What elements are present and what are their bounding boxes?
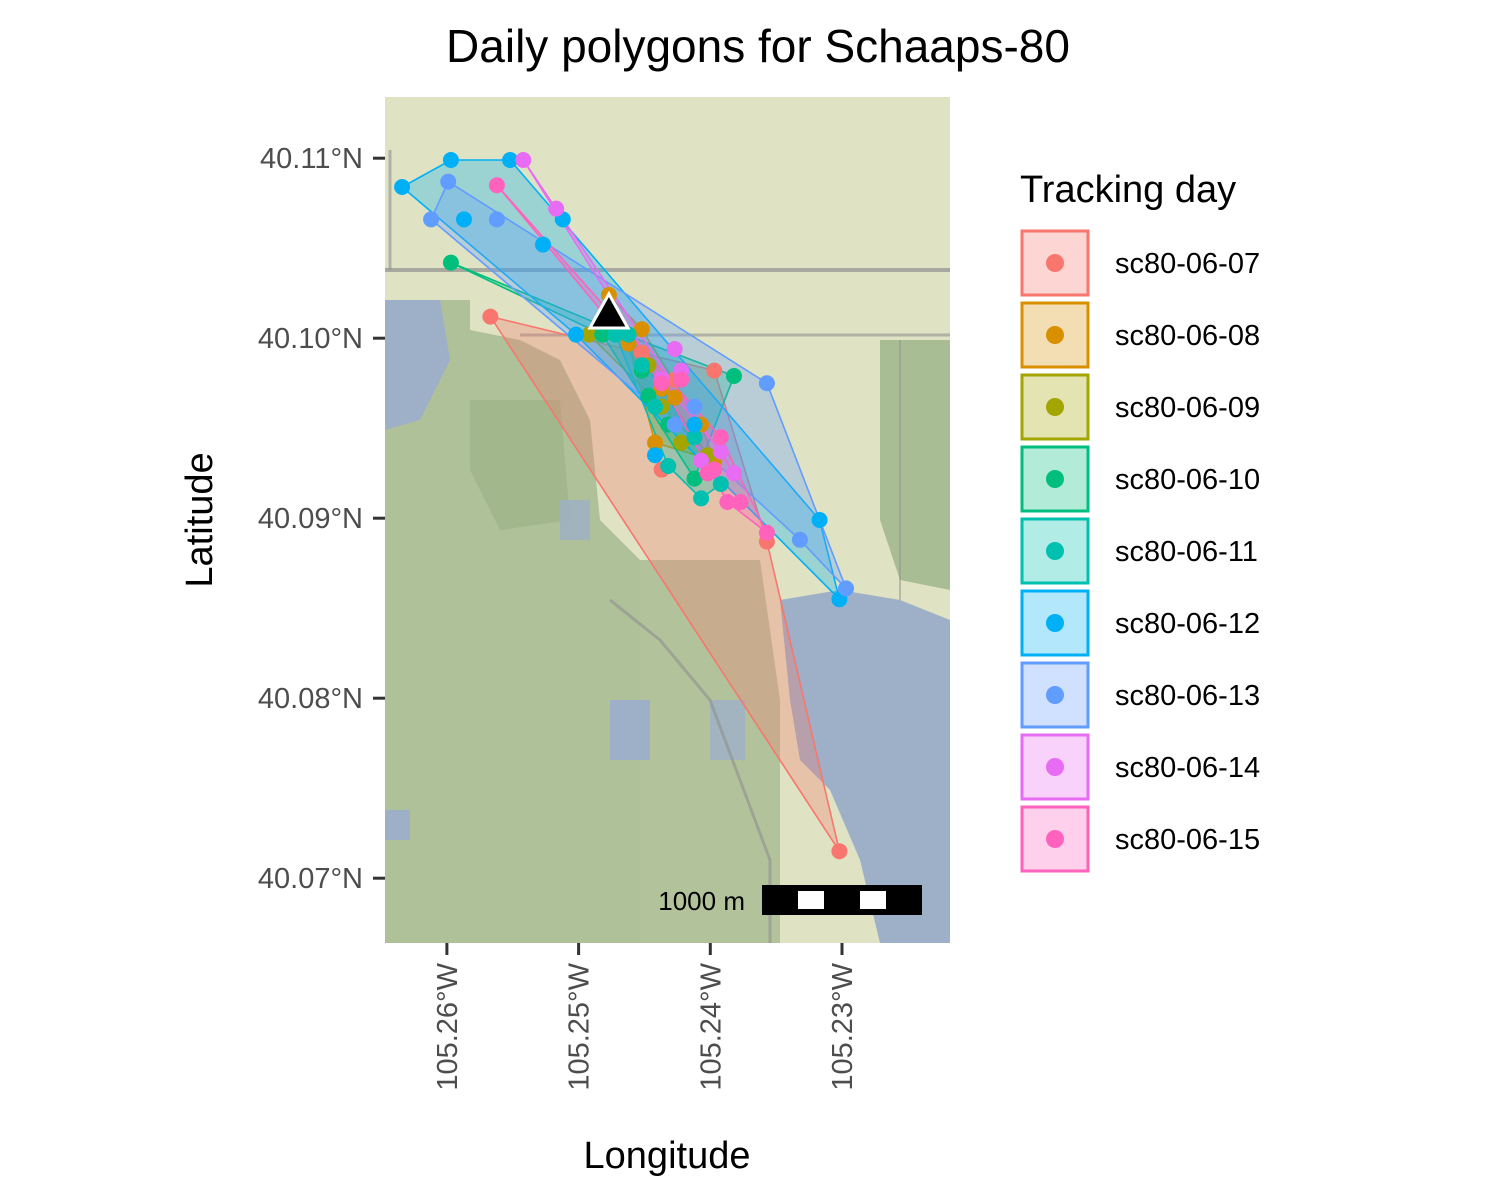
point-sc80-06-07: [706, 362, 723, 379]
point-sc80-06-14: [712, 443, 729, 460]
legend-point-sc80-06-07: [1046, 254, 1064, 272]
legend: Tracking day sc80-06-07 sc80-06-08 sc80-06…: [1020, 169, 1260, 873]
point-sc80-06-10: [442, 254, 459, 271]
point-sc80-06-11: [647, 398, 663, 415]
point-sc80-06-08: [647, 434, 663, 451]
point-sc80-06-15: [673, 371, 690, 388]
legend-point-sc80-06-12: [1046, 614, 1064, 632]
point-sc80-06-14: [726, 465, 742, 482]
point-sc80-06-15: [712, 429, 729, 446]
point-sc80-06-13: [488, 211, 505, 228]
point-sc80-06-12: [442, 152, 459, 168]
point-sc80-06-08: [666, 389, 683, 406]
x-tick-label: 105.25°W: [564, 962, 596, 1090]
legend-key-sc80-06-12: [1020, 589, 1090, 657]
point-sc80-06-14: [515, 152, 532, 168]
point-sc80-06-07: [831, 843, 848, 860]
tracking-points: [394, 152, 854, 860]
point-sc80-06-10: [686, 470, 703, 487]
point-sc80-06-12: [535, 236, 551, 253]
y-tick-label: 40.08°N: [258, 683, 363, 715]
point-sc80-06-15: [488, 177, 505, 194]
point-sc80-06-13: [440, 173, 457, 190]
point-sc80-06-12: [394, 179, 411, 195]
legend-label-sc80-06-11: sc80-06-11: [1115, 536, 1258, 568]
point-sc80-06-12: [811, 512, 828, 528]
point-sc80-06-15: [732, 494, 749, 510]
point-sc80-06-15: [653, 375, 670, 392]
legend-point-sc80-06-09: [1046, 398, 1064, 416]
point-sc80-06-11: [712, 476, 729, 492]
point-sc80-06-14: [693, 452, 710, 469]
x-axis-title: Longitude: [584, 1135, 751, 1177]
legend-label-sc80-06-14: sc80-06-14: [1115, 752, 1260, 784]
scale-bar: 1000 m: [658, 885, 922, 916]
point-sc80-06-10: [726, 368, 742, 384]
y-axis: 40.11°N 40.10°N 40.09°N 40.08°N 40.07°N: [258, 143, 385, 895]
legend-title: Tracking day: [1020, 169, 1236, 211]
legend-point-sc80-06-14: [1046, 758, 1064, 776]
point-sc80-06-13: [686, 398, 703, 415]
point-sc80-06-13: [838, 580, 854, 597]
y-tick-label: 40.10°N: [258, 323, 363, 355]
legend-label-sc80-06-12: sc80-06-12: [1115, 608, 1260, 640]
chart-title: Daily polygons for Schaaps-80: [446, 20, 1070, 72]
legend-point-sc80-06-11: [1046, 542, 1064, 560]
x-axis: 105.26°W 105.25°W 105.24°W 105.23°W: [432, 943, 859, 1091]
point-sc80-06-15: [699, 465, 716, 482]
legend-label-sc80-06-13: sc80-06-13: [1115, 680, 1260, 712]
point-sc80-06-14: [548, 200, 565, 217]
legend-label-sc80-06-07: sc80-06-07: [1115, 248, 1260, 280]
y-tick-label: 40.09°N: [258, 503, 363, 535]
legend-point-sc80-06-08: [1046, 326, 1064, 344]
point-sc80-06-12: [502, 152, 519, 168]
y-tick-label: 40.11°N: [260, 143, 363, 175]
point-sc80-06-11: [620, 326, 637, 343]
point-sc80-06-09: [673, 434, 690, 451]
basemap: [385, 97, 950, 943]
point-sc80-06-12: [647, 447, 663, 464]
x-tick-label: 105.24°W: [695, 962, 727, 1090]
x-tick-label: 105.23°W: [827, 962, 859, 1090]
point-sc80-06-10: [594, 326, 611, 343]
y-axis-title: Latitude: [179, 452, 221, 587]
legend-label-sc80-06-10: sc80-06-10: [1115, 464, 1260, 496]
legend-point-sc80-06-10: [1046, 470, 1064, 488]
point-sc80-06-13: [791, 531, 808, 548]
point-sc80-06-11: [686, 429, 703, 446]
polygon-sc80-06-15: [496, 184, 768, 534]
legend-label-sc80-06-08: sc80-06-08: [1115, 320, 1260, 352]
point-sc80-06-12: [568, 326, 584, 343]
point-sc80-06-11: [633, 357, 650, 374]
y-tick-label: 40.07°N: [258, 863, 363, 895]
legend-point-sc80-06-15: [1046, 830, 1064, 848]
site-marker: [587, 290, 631, 330]
point-sc80-06-13: [666, 416, 683, 433]
point-sc80-06-12: [456, 211, 472, 228]
point-sc80-06-15: [719, 494, 736, 510]
point-sc80-06-08: [633, 321, 650, 338]
legend-label-sc80-06-15: sc80-06-15: [1115, 824, 1260, 856]
point-sc80-06-14: [666, 341, 683, 357]
point-sc80-06-11: [693, 490, 710, 507]
point-sc80-06-07: [633, 344, 650, 361]
legend-point-sc80-06-13: [1046, 686, 1064, 704]
scale-bar-label: 1000 m: [658, 886, 745, 916]
x-tick-label: 105.26°W: [432, 962, 464, 1090]
point-sc80-06-11: [607, 326, 624, 343]
point-sc80-06-11: [660, 458, 677, 474]
legend-key-sc80-06-13: [1020, 661, 1090, 729]
point-sc80-06-15: [758, 524, 775, 541]
point-sc80-06-12: [686, 416, 703, 433]
legend-label-sc80-06-09: sc80-06-09: [1115, 392, 1260, 424]
point-sc80-06-09: [581, 326, 598, 343]
point-sc80-06-07: [482, 308, 499, 325]
point-sc80-06-13: [758, 375, 775, 392]
point-sc80-06-13: [423, 211, 440, 228]
